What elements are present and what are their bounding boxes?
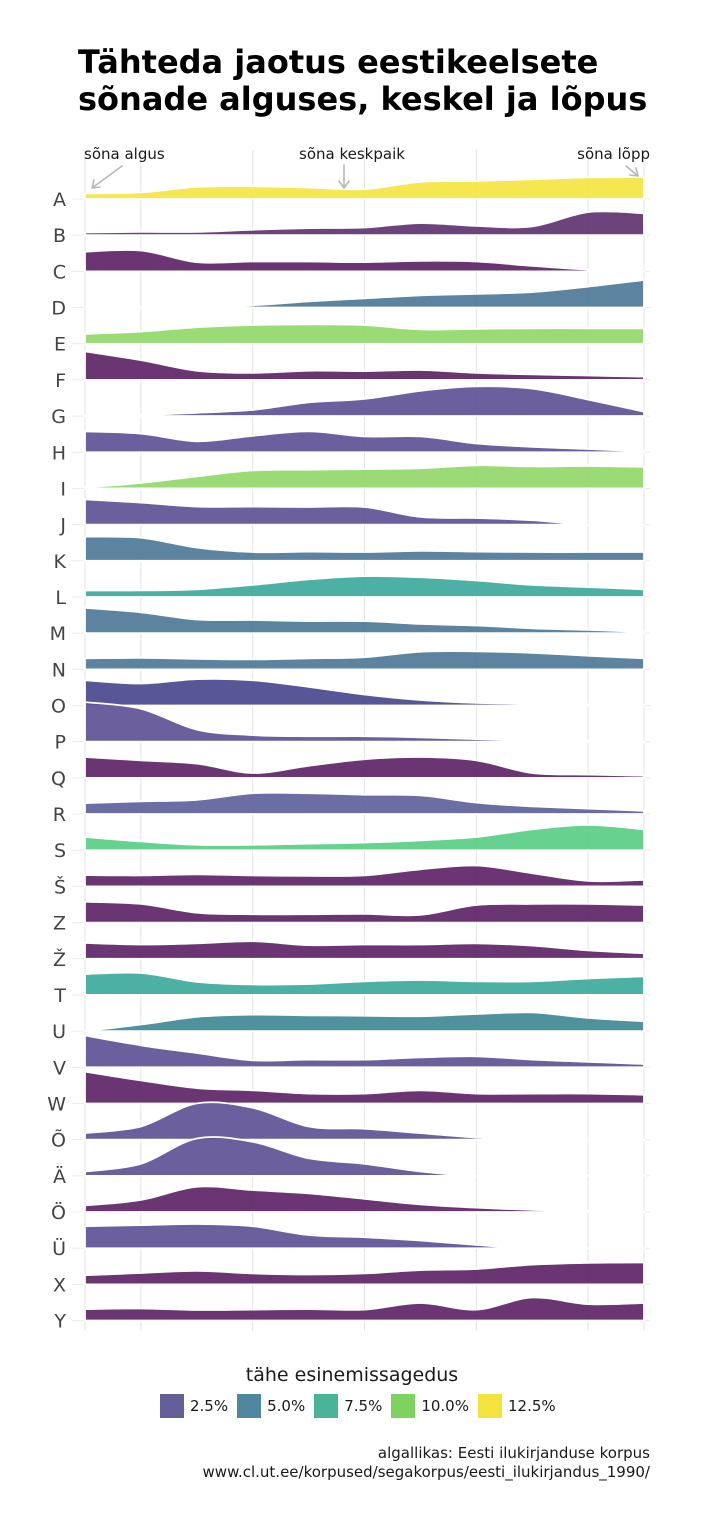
row-label: S — [54, 840, 66, 862]
row-label: Š — [54, 874, 66, 898]
legend-item: 7.5% — [314, 1394, 382, 1418]
legend-swatch — [477, 1394, 502, 1418]
row-label: Ü — [52, 1237, 66, 1260]
row-label: U — [52, 1021, 66, 1043]
annotation-arrow — [91, 165, 123, 189]
annotation-middle: sõna keskpaik — [299, 145, 405, 163]
ridge-area — [84, 464, 645, 490]
ridge-area — [84, 248, 645, 273]
ridge-area — [84, 1011, 645, 1033]
ridge-area — [84, 323, 645, 345]
annotation-start: sõna algus — [84, 145, 165, 163]
ridge-area — [84, 791, 645, 815]
row-label: V — [53, 1057, 66, 1079]
ridge-area — [84, 1070, 645, 1105]
ridge-area — [84, 385, 645, 417]
ridge-area — [84, 824, 645, 852]
row-label: C — [53, 261, 66, 283]
ridge-area — [84, 498, 645, 526]
ridge-area — [84, 900, 645, 924]
row-label: Ä — [53, 1165, 66, 1188]
row-label: R — [53, 804, 66, 826]
chart-title-line-1: Tähteda jaotus eestikeelsete — [78, 43, 599, 81]
legend-item: 12.5% — [477, 1394, 556, 1418]
legend-swatch — [314, 1394, 339, 1418]
row-label: K — [54, 551, 67, 573]
ridge-area — [84, 940, 645, 960]
row-label: Õ — [51, 1129, 66, 1152]
row-label: Ö — [51, 1201, 66, 1224]
row-label: A — [53, 189, 66, 211]
ridge-area — [84, 971, 645, 996]
ridge-area — [84, 350, 645, 381]
ridge-area — [84, 864, 645, 888]
row-label: P — [55, 732, 66, 754]
legend-label: 10.0% — [421, 1397, 469, 1415]
row-label: O — [51, 696, 66, 718]
chart-title-line-2: sõnade alguses, keskel ja lõpus — [78, 80, 648, 118]
row-label: D — [51, 298, 66, 320]
ridge-area — [84, 1185, 645, 1213]
ridge-area — [84, 650, 645, 671]
ridge-area — [84, 176, 645, 200]
row-label: L — [55, 587, 66, 609]
annotation-arrow — [338, 164, 350, 189]
ridge-area — [84, 677, 645, 707]
row-label: I — [60, 478, 66, 500]
source-caption: algallikas: Eesti ilukirjanduse korpus w… — [203, 1444, 650, 1482]
row-label: H — [52, 442, 66, 464]
row-label: F — [55, 370, 66, 392]
ridge-area — [84, 575, 645, 598]
legend-item: 10.0% — [391, 1394, 469, 1418]
ridge-area — [84, 1261, 645, 1286]
row-label: J — [59, 515, 66, 537]
ridge-area — [84, 756, 645, 779]
ridge-area — [84, 210, 645, 237]
row-label: N — [52, 659, 66, 681]
legend: 2.5% 5.0% 7.5% 10.0% 12.5% — [160, 1392, 565, 1420]
ridge-area — [84, 279, 645, 309]
row-label: T — [53, 985, 66, 1007]
row-label: W — [47, 1094, 66, 1116]
ridge-area — [84, 535, 645, 562]
legend-label: 2.5% — [190, 1397, 229, 1415]
caption-line-2: www.cl.ut.ee/korpused/segakorpus/eesti_i… — [202, 1463, 650, 1481]
ridge-area — [84, 1223, 645, 1250]
legend-title: tähe esinemissagedus — [245, 1364, 459, 1386]
ridge-area — [84, 1136, 645, 1178]
legend-item: 2.5% — [160, 1394, 228, 1418]
row-label: G — [51, 406, 66, 428]
legend-item: 5.0% — [237, 1394, 305, 1418]
ridge-area — [84, 607, 645, 635]
legend-swatch — [391, 1394, 416, 1418]
ridge-area — [84, 430, 645, 454]
ridge-area — [84, 701, 645, 743]
legend-label: 12.5% — [507, 1397, 556, 1415]
row-label: E — [54, 334, 66, 356]
row-label: B — [53, 225, 66, 247]
row-label: Q — [51, 768, 66, 790]
row-label: X — [53, 1274, 66, 1296]
ridge-area — [84, 1101, 645, 1141]
legend-swatch — [160, 1394, 184, 1418]
caption-line-1: algallikas: Eesti ilukirjanduse korpus — [377, 1444, 650, 1462]
row-label: Y — [53, 1311, 66, 1333]
legend-swatch — [237, 1394, 262, 1418]
row-label: Z — [53, 913, 66, 935]
ridge-area — [84, 1034, 645, 1069]
row-label: Ž — [53, 948, 66, 971]
annotation-arrow — [625, 165, 639, 177]
chart-title: Tähteda jaotus eestikeelsete sõnade algu… — [78, 44, 688, 118]
row-label: M — [50, 623, 66, 645]
ridge-area — [84, 1296, 645, 1322]
annotation-end: sõna lõpp — [577, 145, 650, 163]
legend-label: 5.0% — [267, 1397, 306, 1415]
legend-label: 7.5% — [344, 1397, 383, 1415]
